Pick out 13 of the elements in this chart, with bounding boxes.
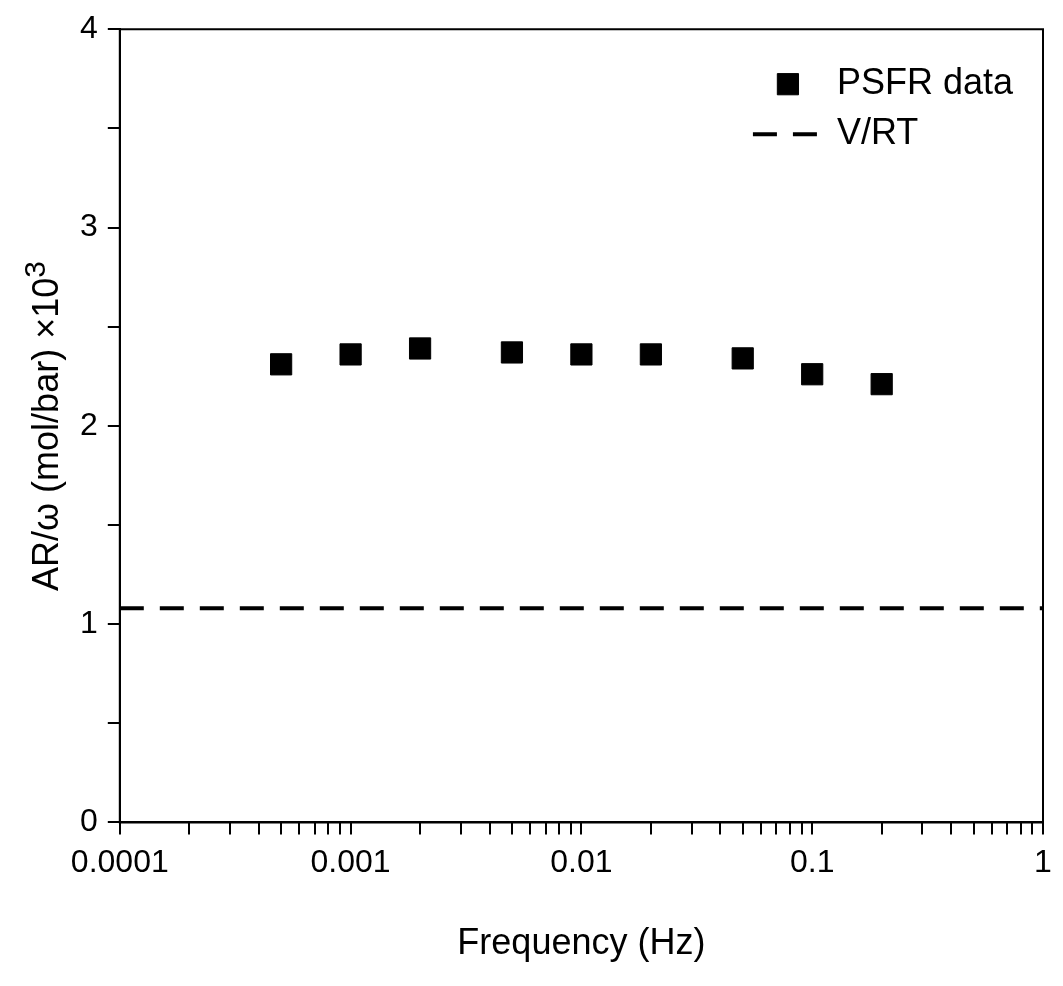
y-tick-label: 1 <box>80 603 98 640</box>
legend-label: PSFR data <box>836 61 1014 103</box>
y-tick-label: 3 <box>80 207 98 244</box>
legend-label: V/RT <box>836 111 919 153</box>
x-tick-label: 0.01 <box>550 843 613 880</box>
x-axis-title: Frequency (Hz) <box>457 921 706 963</box>
y-tick-label: 0 <box>80 802 98 839</box>
y-tick-label: 4 <box>80 9 98 46</box>
x-tick-label: 0.001 <box>310 843 391 880</box>
x-tick-label: 0.0001 <box>70 843 169 880</box>
y-tick-label: 2 <box>80 405 98 442</box>
x-tick-label: 0.1 <box>789 843 835 880</box>
x-tick-label: 1 <box>1034 843 1052 880</box>
